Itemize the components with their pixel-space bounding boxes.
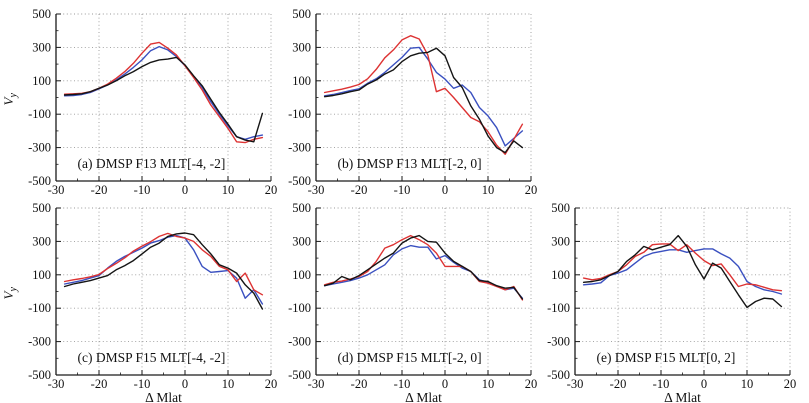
x-tick-label: -30 bbox=[308, 377, 325, 391]
y-tick-label: 300 bbox=[292, 40, 311, 54]
y-tick-label: 500 bbox=[292, 201, 311, 215]
x-tick-label: 20 bbox=[525, 183, 538, 196]
x-tick-label: 0 bbox=[442, 377, 448, 391]
x-tick-label: -10 bbox=[653, 377, 670, 391]
subplot-a: -500 -300 -100 100 300 500 -30 -20 -10 0 10 20 (a) D… bbox=[0, 0, 280, 196]
x-tick-label: -30 bbox=[48, 183, 65, 196]
x-tick-label: 0 bbox=[182, 377, 188, 391]
series-line-blue bbox=[323, 46, 524, 147]
y-tick-label: -100 bbox=[28, 301, 51, 315]
y-axis-label: Vy bbox=[1, 93, 19, 106]
x-tick-label: 20 bbox=[784, 377, 797, 391]
y-tick-label: -500 bbox=[288, 174, 311, 188]
y-tick-label: -300 bbox=[28, 335, 51, 349]
y-tick-label: 500 bbox=[292, 7, 311, 21]
y-tick-label: -300 bbox=[288, 335, 311, 349]
y-tick-label: -300 bbox=[28, 141, 51, 155]
subplot-d: -500 -300 -100 100 300 500 -30 -20 -10 0 10 20 (d) D… bbox=[260, 196, 540, 403]
x-tick-label: -10 bbox=[394, 377, 411, 391]
series-line-red bbox=[63, 41, 264, 144]
y-tick-label: 100 bbox=[292, 268, 311, 282]
subplot-caption: (a) DMSP F13 MLT[-4, -2] bbox=[78, 156, 226, 171]
series-line-red bbox=[323, 35, 524, 156]
series-line-blue bbox=[63, 45, 264, 141]
x-tick-label: -20 bbox=[610, 377, 627, 391]
x-tick-label: 10 bbox=[741, 377, 754, 391]
x-tick-label: 10 bbox=[482, 377, 495, 391]
x-tick-label: 0 bbox=[701, 377, 707, 391]
y-tick-label: -500 bbox=[288, 368, 311, 382]
x-tick-label: 10 bbox=[222, 183, 235, 196]
y-tick-label: 500 bbox=[32, 201, 51, 215]
y-tick-label: 100 bbox=[32, 74, 51, 88]
series-line-blue bbox=[63, 234, 264, 305]
subplot-caption: (e) DMSP F15 MLT[0, 2] bbox=[597, 350, 736, 365]
y-axis-label: Vy bbox=[1, 287, 19, 300]
y-tick-label: -500 bbox=[28, 368, 51, 382]
series-line-red bbox=[323, 234, 524, 301]
x-tick-label: 0 bbox=[442, 183, 448, 196]
x-tick-label: -30 bbox=[308, 183, 325, 196]
x-axis-label: Δ Mlat bbox=[664, 390, 701, 403]
y-tick-label: 100 bbox=[32, 268, 51, 282]
subplot-caption: (b) DMSP F13 MLT[-2, 0] bbox=[338, 156, 482, 171]
series-line-black bbox=[63, 232, 264, 310]
x-tick-label: -10 bbox=[394, 183, 411, 196]
x-tick-label: -10 bbox=[134, 183, 151, 196]
series-line-black bbox=[323, 47, 524, 154]
subplot-b: -500 -300 -100 100 300 500 -30 -20 -10 0 10 20 (b) D… bbox=[260, 0, 540, 196]
x-tick-label: -20 bbox=[91, 183, 108, 196]
y-tick-label: 300 bbox=[551, 234, 570, 248]
x-axis-label: Δ Mlat bbox=[405, 390, 442, 403]
y-tick-label: -500 bbox=[28, 174, 51, 188]
series-line-black bbox=[63, 56, 264, 143]
series-line-black bbox=[582, 234, 783, 309]
subplot-c: -500 -300 -100 100 300 500 -30 -20 -10 0 10 20 (c) D… bbox=[0, 196, 280, 403]
x-tick-label: 20 bbox=[265, 183, 278, 196]
series-line-blue bbox=[582, 248, 783, 295]
y-tick-label: 300 bbox=[292, 234, 311, 248]
x-tick-label: -20 bbox=[91, 377, 108, 391]
y-tick-label: 500 bbox=[551, 201, 570, 215]
x-tick-label: -20 bbox=[351, 377, 368, 391]
y-tick-label: 300 bbox=[32, 234, 51, 248]
y-tick-label: 300 bbox=[32, 40, 51, 54]
y-tick-label: -100 bbox=[547, 301, 570, 315]
y-tick-label: 100 bbox=[551, 268, 570, 282]
x-axis-label: Δ Mlat bbox=[145, 390, 182, 403]
series-line-blue bbox=[323, 244, 524, 299]
y-tick-label: -300 bbox=[288, 141, 311, 155]
series-line-red bbox=[63, 232, 264, 296]
y-tick-label: 500 bbox=[32, 7, 51, 21]
x-tick-label: 20 bbox=[525, 377, 538, 391]
y-tick-label: -100 bbox=[288, 301, 311, 315]
x-tick-label: -10 bbox=[134, 377, 151, 391]
subplot-caption: (c) DMSP F15 MLT[-4, -2] bbox=[78, 350, 226, 365]
y-tick-label: 100 bbox=[292, 74, 311, 88]
subplot-e: -500 -300 -100 100 300 500 -30 -20 -10 0 10 20 (e) D… bbox=[519, 196, 799, 403]
x-tick-label: -30 bbox=[48, 377, 65, 391]
y-tick-label: -100 bbox=[28, 107, 51, 121]
x-tick-label: 10 bbox=[222, 377, 235, 391]
y-tick-label: -300 bbox=[547, 335, 570, 349]
x-tick-label: 10 bbox=[482, 183, 495, 196]
y-tick-label: -500 bbox=[547, 368, 570, 382]
x-tick-label: -20 bbox=[351, 183, 368, 196]
series-line-black bbox=[323, 234, 524, 300]
y-tick-label: -100 bbox=[288, 107, 311, 121]
x-tick-label: -30 bbox=[567, 377, 584, 391]
x-tick-label: 20 bbox=[265, 377, 278, 391]
x-tick-label: 0 bbox=[182, 183, 188, 196]
subplot-caption: (d) DMSP F15 MLT[-2, 0] bbox=[338, 350, 482, 365]
